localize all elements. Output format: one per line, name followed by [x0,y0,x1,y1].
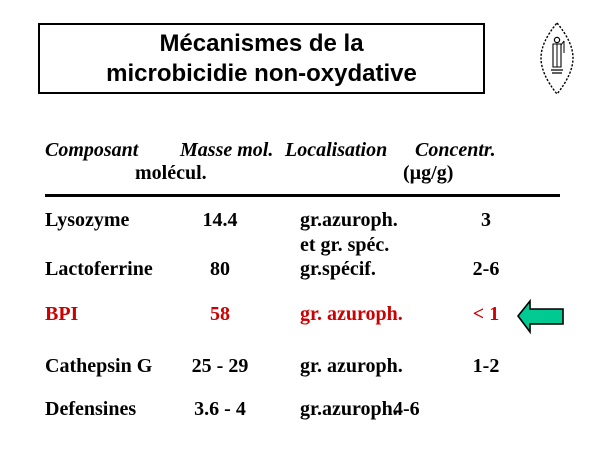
cell-localisation: gr.azuroph. [300,398,398,420]
cell-masse: 14.4 [202,209,238,231]
cell-composant: Defensines [45,398,137,420]
cell-masse: 3.6 - 4 [194,398,246,420]
table-row-bpi: BPI 58 gr. azuroph. < 1 [0,303,600,327]
header-localisation: Localisation [285,139,388,161]
cell-concentration: 3 [481,209,491,231]
header-masse-line2: molécul. [135,162,207,184]
header-composant: Composant [45,139,139,161]
cell-concentration: 1-2 [472,355,500,377]
header-concentr-unit: (µg/g) [403,162,454,184]
cell-localisation: gr. azuroph. [300,303,403,325]
cell-concentration: < 1 [472,303,500,325]
cell-masse: 25 - 29 [191,355,249,377]
title-line1: Mécanismes de la [159,29,364,57]
header-divider [45,194,560,197]
cell-localisation: gr.azuroph. [300,209,398,231]
header-masse: Masse mol. [180,139,274,161]
cell-composant: Lactoferrine [45,258,153,280]
title-box: Mécanismes de la microbicidie non-oxydat… [38,23,485,94]
cell-concentration: 2-6 [472,258,500,280]
cell-composant: BPI [45,303,79,325]
cell-localisation: gr.spécif. [300,258,376,280]
table-row-cathepsin-g: Cathepsin G 25 - 29 gr. azuroph. 1-2 [0,355,600,379]
cell-localisation: gr. azuroph. [300,355,403,377]
left-block-arrow-icon [516,298,564,335]
title-line2: microbicidie non-oxydative [106,59,417,87]
cell-localisation-line2: et gr. spéc. [300,234,390,256]
table-row-lactoferrine: Lactoferrine 80 gr.spécif. 2-6 [0,258,600,282]
cell-masse: 80 [210,258,230,280]
university-seal-icon [540,21,574,96]
cell-composant: Cathepsin G [45,355,153,377]
header-concentr: Concentr. [415,139,496,161]
table-row-lysozyme-line2: et gr. spéc. [0,234,600,258]
table-row-lysozyme: Lysozyme 14.4 gr.azuroph. 3 [0,209,600,233]
cell-concentration: 4-6 [393,398,420,420]
cell-composant: Lysozyme [45,209,130,231]
cell-masse: 58 [210,303,230,325]
table-row-defensines: Defensines 3.6 - 4 gr.azuroph. 4-6 [0,398,600,422]
